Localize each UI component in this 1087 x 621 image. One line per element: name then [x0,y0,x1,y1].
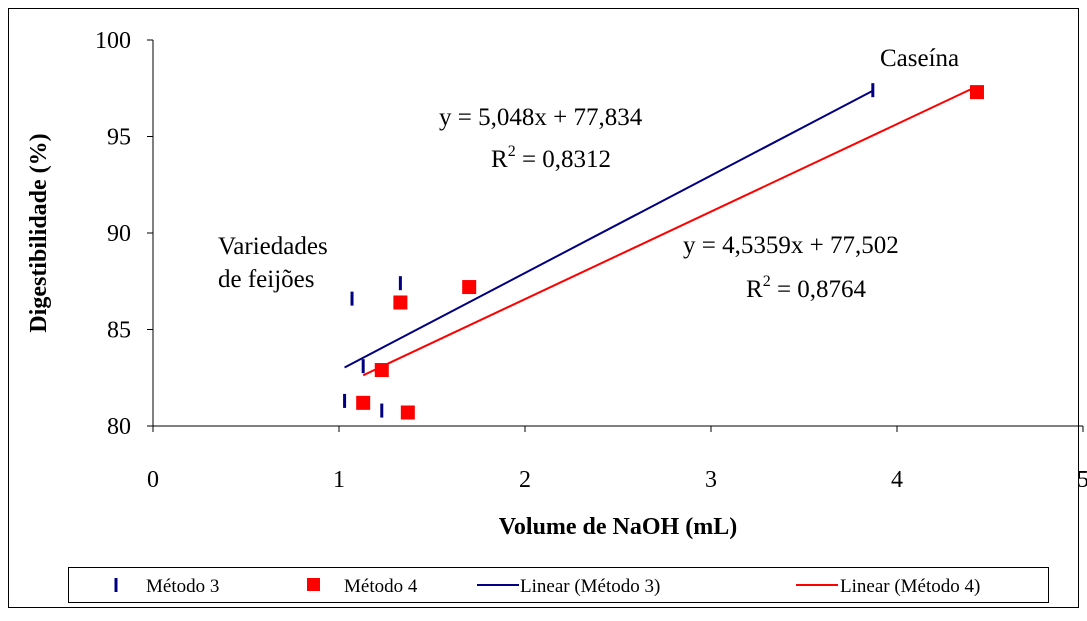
y-tick-label-3: 95 [107,125,131,151]
y-tick-label-4: 100 [95,28,131,54]
y-axis-title: Digestibilidade (%) [26,133,52,332]
metodo-4-point-4 [462,280,477,295]
y-tick-label-2: 90 [107,221,131,247]
x-tick-label-4: 4 [891,467,903,493]
r2-metodo-4: R2 = 0,8764 [746,273,867,303]
x-tick-label-3: 3 [705,467,717,493]
variedades-label-line-1: Variedades [218,233,328,260]
x-tick-label-1: 1 [333,467,345,493]
r2-metodo-3-value: = 0,8312 [516,146,611,173]
axis-ticks [147,39,1084,432]
chart-border [8,8,1079,608]
equation-metodo-3: y = 5,048x + 77,834 [439,104,643,131]
r2-metodo-3-exponent: 2 [508,143,516,160]
x-tick-label-0: 0 [147,467,159,493]
legend-linear-metodo-4-label: Linear (Método 4) [840,576,980,597]
r2-metodo-4-value: = 0,8764 [771,276,867,303]
r2-metodo-3: R2 = 0,8312 [491,143,611,173]
legend: Método 3 Método 4 Linear (Método 3) Line… [68,567,1049,603]
data-markers [343,83,984,420]
metodo-4-point-3 [400,405,415,420]
trendline-3 [344,89,874,369]
metodo-4-point-2 [393,295,408,310]
metodo-4-point-5 [969,85,984,100]
r2-metodo-4-exponent: 2 [763,273,771,290]
x-tick-label-2: 2 [519,467,531,493]
x-axis-title: Volume de NaOH (mL) [499,514,737,540]
equation-metodo-4: y = 4,5359x + 77,502 [683,232,899,259]
legend-metodo-3-label: Método 3 [146,576,219,597]
trendlines [344,85,978,377]
legend-metodo-4-label: Método 4 [344,576,418,597]
legend-metodo-4-marker [307,578,320,591]
legend-linear-metodo-3-label: Linear (Método 3) [520,576,660,597]
metodo-4-point-0 [356,395,371,410]
trendline-4 [362,85,978,377]
caseina-label: Caseína [880,45,959,72]
legend-box [68,567,1049,603]
x-tick-label-5: 5 [1077,467,1087,493]
y-tick-label-1: 85 [107,318,131,344]
r2-metodo-3-symbol: R [491,146,508,173]
y-tick-label-0: 80 [107,414,131,440]
metodo-4-point-1 [374,363,389,378]
variedades-label-line-2: de feijões [218,266,314,293]
r2-metodo-4-symbol: R [746,276,763,303]
tick-labels: 0 1 2 3 4 5 80 85 90 95 100 [95,28,1087,493]
